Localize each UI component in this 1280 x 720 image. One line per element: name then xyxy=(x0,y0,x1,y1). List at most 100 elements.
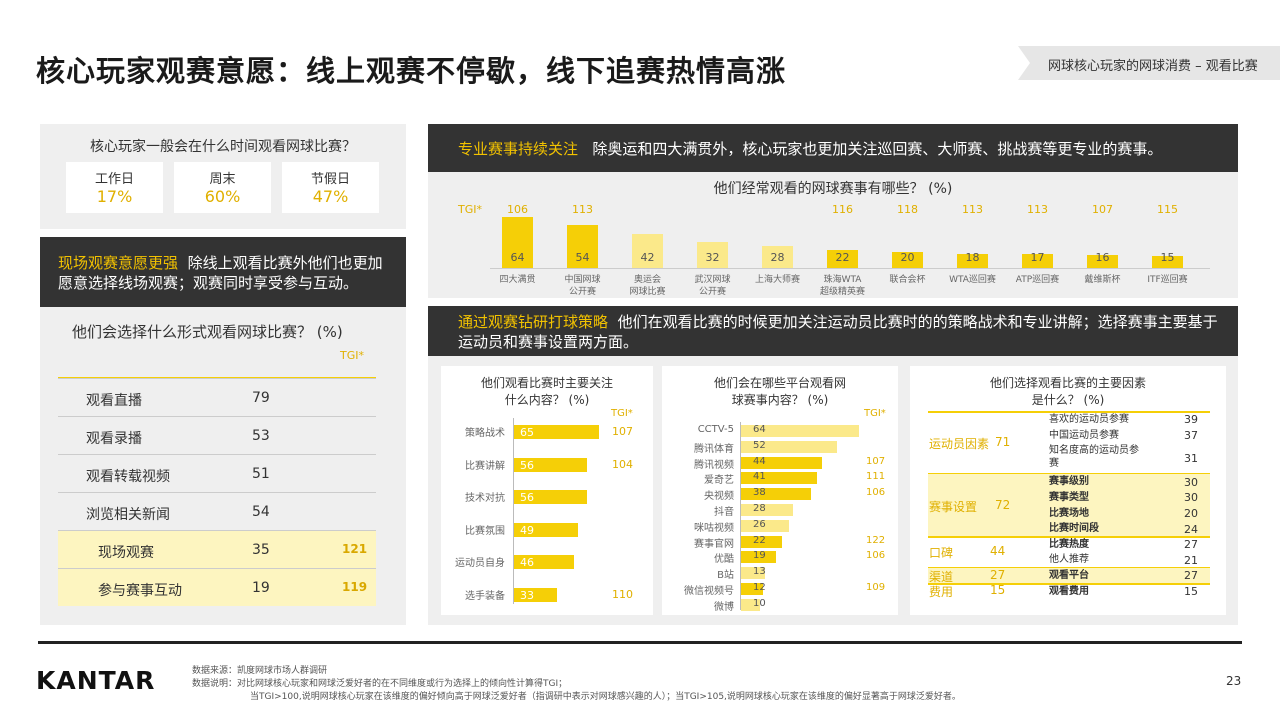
focus-value: 56 xyxy=(520,458,534,472)
event-category-label: WTA巡回赛 xyxy=(949,275,996,285)
platform-bar xyxy=(741,456,823,469)
event-tgi: 113 xyxy=(572,203,593,216)
platform-tgi: 122 xyxy=(866,534,886,546)
platform-category-label: 咪咕视频 xyxy=(694,522,734,534)
row-label: 观看录播 xyxy=(86,431,142,447)
page-number: 23 xyxy=(1226,674,1242,688)
event-category-label: 珠海WTA xyxy=(823,275,862,285)
onsite-banner: 现场观赛意愿更强 除线上观看比赛外他们也更加愿意选择线场观赛；观赛同时享受参与互… xyxy=(40,237,406,307)
event-tgi: 113 xyxy=(962,203,983,216)
factor-item-label: 知名度高的运动员参赛 xyxy=(1049,445,1139,470)
time-question: 核心玩家一般会在什么时间观看网球比赛？ xyxy=(90,139,356,155)
event-tgi: 118 xyxy=(897,203,918,216)
table-row: 观看转载视频 51 xyxy=(58,454,376,492)
platform-bar xyxy=(741,504,793,516)
platform-value: 19 xyxy=(753,550,766,562)
platform-bar xyxy=(741,440,838,453)
platform-category-label: 优酷 xyxy=(714,554,734,566)
platform-title-1: 他们会在哪些平台观看网 xyxy=(713,376,846,390)
event-category-label: 奥运会 xyxy=(633,275,661,285)
platform-category-label: 腾讯体育 xyxy=(694,443,734,455)
factor-group-value: 71 xyxy=(995,435,1011,450)
focus-value: 56 xyxy=(520,491,534,504)
platform-bar xyxy=(741,551,777,564)
factor-item-value: 39 xyxy=(1184,413,1198,427)
platform-value: 38 xyxy=(753,487,766,499)
time-card-weekend: 周末 60% xyxy=(174,162,271,213)
platform-category-label: B站 xyxy=(717,570,734,582)
platform-value: 52 xyxy=(753,439,766,451)
focus-title-1: 他们观看比赛时主要关注 xyxy=(480,376,613,390)
factors-title-1: 他们选择观看比赛的主要因素 xyxy=(989,376,1146,390)
event-tgi: 107 xyxy=(1092,203,1113,216)
row-label: 观看直播 xyxy=(86,393,142,409)
factor-item-value: 21 xyxy=(1184,553,1198,567)
factor-item-value: 27 xyxy=(1184,569,1198,583)
platform-bar xyxy=(741,425,860,437)
event-bar xyxy=(1022,254,1053,268)
factor-item-value: 15 xyxy=(1184,584,1198,598)
row-label: 浏览相关新闻 xyxy=(86,507,170,523)
platform-bar xyxy=(741,583,764,595)
row-value: 35 xyxy=(252,542,270,558)
focus-value: 33 xyxy=(520,588,534,602)
factor-item-value: 31 xyxy=(1184,452,1198,466)
row-tgi: 121 xyxy=(342,542,368,556)
platform-category-label: 微博 xyxy=(714,601,734,613)
factor-group-divider xyxy=(928,535,1210,538)
event-category-label: 联合会杯 xyxy=(889,275,926,285)
factor-group-value: 27 xyxy=(990,567,1006,582)
factor-item-label: 赛事级别 xyxy=(1049,476,1089,488)
factors-title-2: 是什么？ (%) xyxy=(1031,393,1105,407)
factor-group-value: 44 xyxy=(990,544,1006,559)
platform-value: 12 xyxy=(753,582,766,593)
row-tgi: 119 xyxy=(342,580,368,594)
focus-value: 65 xyxy=(520,426,534,439)
factor-group-bg xyxy=(928,474,1210,537)
factor-item-value: 27 xyxy=(1184,538,1198,552)
event-bar xyxy=(827,250,858,268)
focus-tgi: 110 xyxy=(612,587,633,601)
factor-item-label: 比赛热度 xyxy=(1049,538,1089,550)
event-bar xyxy=(957,253,988,268)
footer-note-2: 当TGI>100,说明网球核心玩家在该维度的偏好倾向高于网球泛爱好者（指调研中表… xyxy=(250,692,961,702)
section-tag: 网球核心玩家的网球消费 – 观看比赛 xyxy=(1018,46,1280,80)
platform-category-label: 微信视频号 xyxy=(684,586,734,597)
factor-item-label: 喜欢的运动员参赛 xyxy=(1049,414,1129,425)
focus-tgi-label: TGI* xyxy=(611,408,633,419)
focus-bar xyxy=(514,457,587,472)
factor-item-label: 比赛场地 xyxy=(1049,507,1089,519)
platform-value: 13 xyxy=(753,566,766,578)
factor-item-label: 赛事类型 xyxy=(1049,492,1089,503)
event-tgi: 116 xyxy=(832,203,853,216)
time-card-label: 工作日 xyxy=(94,172,134,187)
event-value: 22 xyxy=(835,251,850,264)
factor-group-name: 费用 xyxy=(929,585,954,600)
event-category-label: ATP巡回赛 xyxy=(1015,275,1060,285)
onsite-text: 除线上观看比赛外他们也更加愿意选择线场观赛；观赛同时享受参与互动。 xyxy=(58,254,383,292)
platform-category-label: 抖音 xyxy=(714,507,734,518)
platform-value: 64 xyxy=(753,424,766,435)
footer-source: 数据来源：凯度网球市场人群调研 xyxy=(192,666,328,676)
focus-bar xyxy=(514,555,574,569)
factor-item-value: 30 xyxy=(1184,491,1198,505)
event-value: 18 xyxy=(965,251,980,264)
platform-value: 41 xyxy=(753,471,766,483)
event-category-label: 武汉网球 xyxy=(694,275,731,285)
platform-tgi: 107 xyxy=(866,455,886,467)
focus-category-label: 比赛讲解 xyxy=(465,460,505,472)
focus-bar xyxy=(514,490,587,504)
event-tgi: 115 xyxy=(1157,203,1178,216)
events-question: 他们经常观看的网球赛事有哪些？ (%) xyxy=(713,181,953,197)
row-value: 19 xyxy=(252,580,270,596)
factor-group-name: 赛事设置 xyxy=(929,499,978,514)
factor-group-name: 运动员因素 xyxy=(929,437,990,452)
event-tgi: 106 xyxy=(507,203,528,216)
table-row: 观看录播 53 xyxy=(58,416,376,454)
platform-category-label: 爱奇艺 xyxy=(704,475,734,487)
event-value: 64 xyxy=(510,251,525,264)
pro-highlight: 专业赛事持续关注 xyxy=(458,140,579,158)
event-bar xyxy=(892,252,923,268)
page-title: 核心玩家观赛意愿：线上观赛不停歇，线下追赛热情高涨 xyxy=(36,54,787,88)
focus-bar xyxy=(514,587,557,602)
